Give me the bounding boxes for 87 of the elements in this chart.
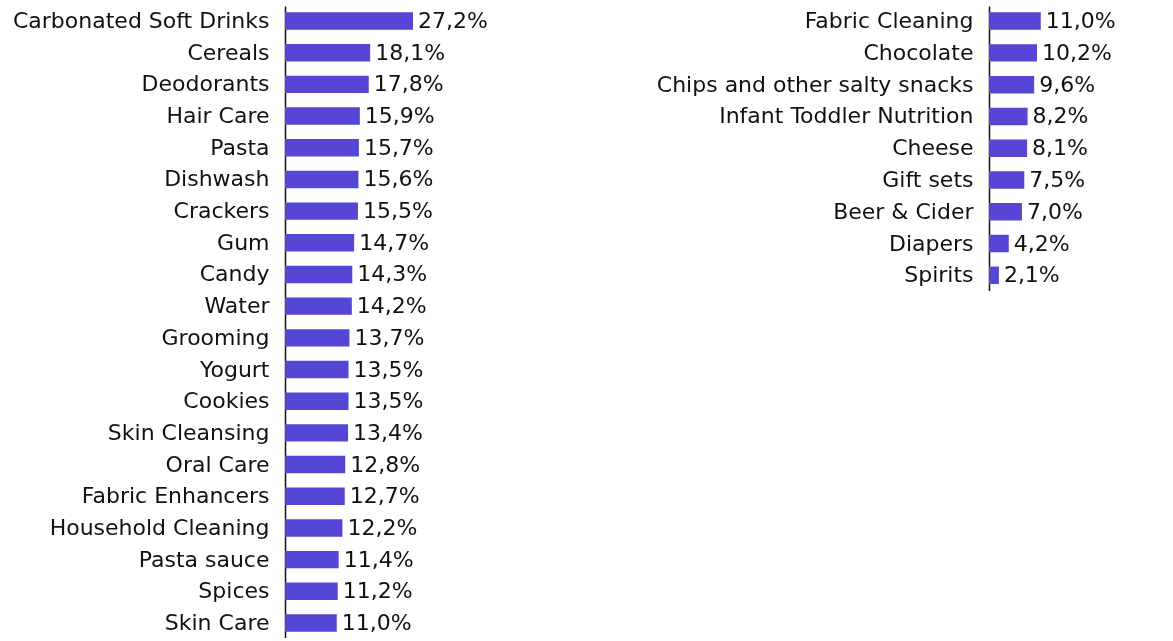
y-tick-label: Pasta sauce bbox=[138, 546, 270, 572]
bar bbox=[285, 329, 350, 347]
y-tick-label: Oral Care bbox=[165, 451, 270, 477]
y-tick-label: Gum bbox=[217, 229, 270, 255]
bar bbox=[285, 455, 346, 474]
y-tick-label: Crackers bbox=[173, 198, 270, 224]
bar bbox=[989, 266, 999, 285]
bar bbox=[989, 203, 1022, 221]
y-tick-label: Chips and other salty snacks bbox=[656, 71, 974, 97]
y-tick-label: Fabric Enhancers bbox=[81, 483, 270, 509]
bar bbox=[285, 75, 369, 94]
bar bbox=[989, 75, 1035, 94]
bar bbox=[989, 171, 1025, 189]
bar bbox=[285, 550, 339, 569]
bar bbox=[285, 614, 337, 632]
y-tick-label: Skin Cleansing bbox=[107, 419, 270, 445]
y-tick-label: Cereals bbox=[187, 39, 270, 65]
y-tick-label: Diapers bbox=[888, 230, 974, 256]
data-label: 13,7% bbox=[354, 324, 425, 350]
data-label: 12,2% bbox=[347, 514, 418, 540]
y-tick-label: Deodorants bbox=[141, 71, 270, 97]
bar bbox=[285, 139, 359, 157]
y-tick-label: Infant Toddler Nutrition bbox=[719, 103, 974, 129]
y-tick-label: Gift sets bbox=[882, 166, 974, 192]
bar bbox=[285, 265, 353, 284]
y-tick-label: Chocolate bbox=[863, 39, 974, 65]
bar bbox=[285, 392, 349, 410]
data-label: 12,8% bbox=[350, 451, 421, 477]
bar bbox=[285, 519, 343, 537]
bar bbox=[989, 107, 1028, 126]
data-label: 15,5% bbox=[362, 198, 433, 224]
y-tick-label: Cheese bbox=[892, 135, 974, 161]
data-label: 18,1% bbox=[375, 39, 446, 65]
data-label: 11,2% bbox=[342, 578, 413, 604]
data-label: 13,5% bbox=[353, 388, 424, 414]
bar bbox=[989, 139, 1028, 157]
data-label: 14,3% bbox=[357, 261, 428, 287]
data-label: 11,4% bbox=[343, 546, 414, 572]
data-label: 17,8% bbox=[373, 71, 444, 97]
y-tick-label: Spirits bbox=[904, 262, 974, 288]
data-label: 14,7% bbox=[359, 229, 430, 255]
bar bbox=[989, 234, 1009, 253]
data-label: 15,9% bbox=[364, 103, 435, 129]
data-label: 11,0% bbox=[1045, 8, 1116, 34]
data-label: 9,6% bbox=[1039, 71, 1096, 97]
bar bbox=[285, 202, 358, 220]
bar bbox=[285, 360, 349, 379]
y-tick-label: Grooming bbox=[161, 324, 270, 350]
y-tick-label: Candy bbox=[199, 261, 270, 287]
bar bbox=[285, 44, 371, 62]
bar bbox=[285, 424, 349, 442]
y-tick-label: Cookies bbox=[183, 388, 270, 414]
bar bbox=[285, 582, 338, 600]
data-label: 10,2% bbox=[1042, 39, 1112, 65]
bar bbox=[285, 234, 355, 252]
data-label: 13,5% bbox=[353, 356, 424, 382]
data-label: 12,7% bbox=[349, 483, 420, 509]
data-label: 15,7% bbox=[363, 134, 434, 160]
y-tick-label: Household Cleaning bbox=[49, 514, 270, 540]
data-label: 7,0% bbox=[1026, 198, 1083, 224]
bar bbox=[285, 12, 413, 30]
data-label: 7,5% bbox=[1029, 166, 1086, 192]
bar bbox=[285, 297, 352, 315]
y-tick-label: Yogurt bbox=[198, 356, 270, 382]
y-tick-label: Hair Care bbox=[166, 103, 270, 129]
data-label: 15,6% bbox=[363, 166, 434, 192]
bar bbox=[989, 44, 1037, 62]
y-tick-label: Dishwash bbox=[164, 166, 270, 192]
y-tick-label: Pasta bbox=[210, 134, 270, 160]
data-label: 27,2% bbox=[418, 8, 488, 34]
data-label: 8,1% bbox=[1032, 135, 1089, 161]
y-tick-label: Carbonated Soft Drinks bbox=[12, 8, 270, 34]
y-tick-label: Skin Care bbox=[164, 609, 270, 635]
data-label: 8,2% bbox=[1032, 103, 1089, 129]
y-tick-label: Beer & Cider bbox=[833, 198, 975, 224]
data-label: 14,2% bbox=[356, 293, 427, 319]
bar bbox=[989, 12, 1041, 30]
data-label: 4,2% bbox=[1013, 230, 1070, 256]
bar bbox=[285, 487, 345, 505]
data-label: 11,0% bbox=[341, 609, 412, 635]
y-tick-label: Water bbox=[204, 293, 271, 319]
bar bbox=[285, 107, 360, 125]
bar bbox=[285, 170, 359, 189]
data-label: 2,1% bbox=[1003, 262, 1060, 288]
data-label: 13,4% bbox=[353, 419, 423, 445]
y-tick-label: Fabric Cleaning bbox=[804, 8, 974, 34]
y-tick-label: Spices bbox=[198, 578, 270, 604]
